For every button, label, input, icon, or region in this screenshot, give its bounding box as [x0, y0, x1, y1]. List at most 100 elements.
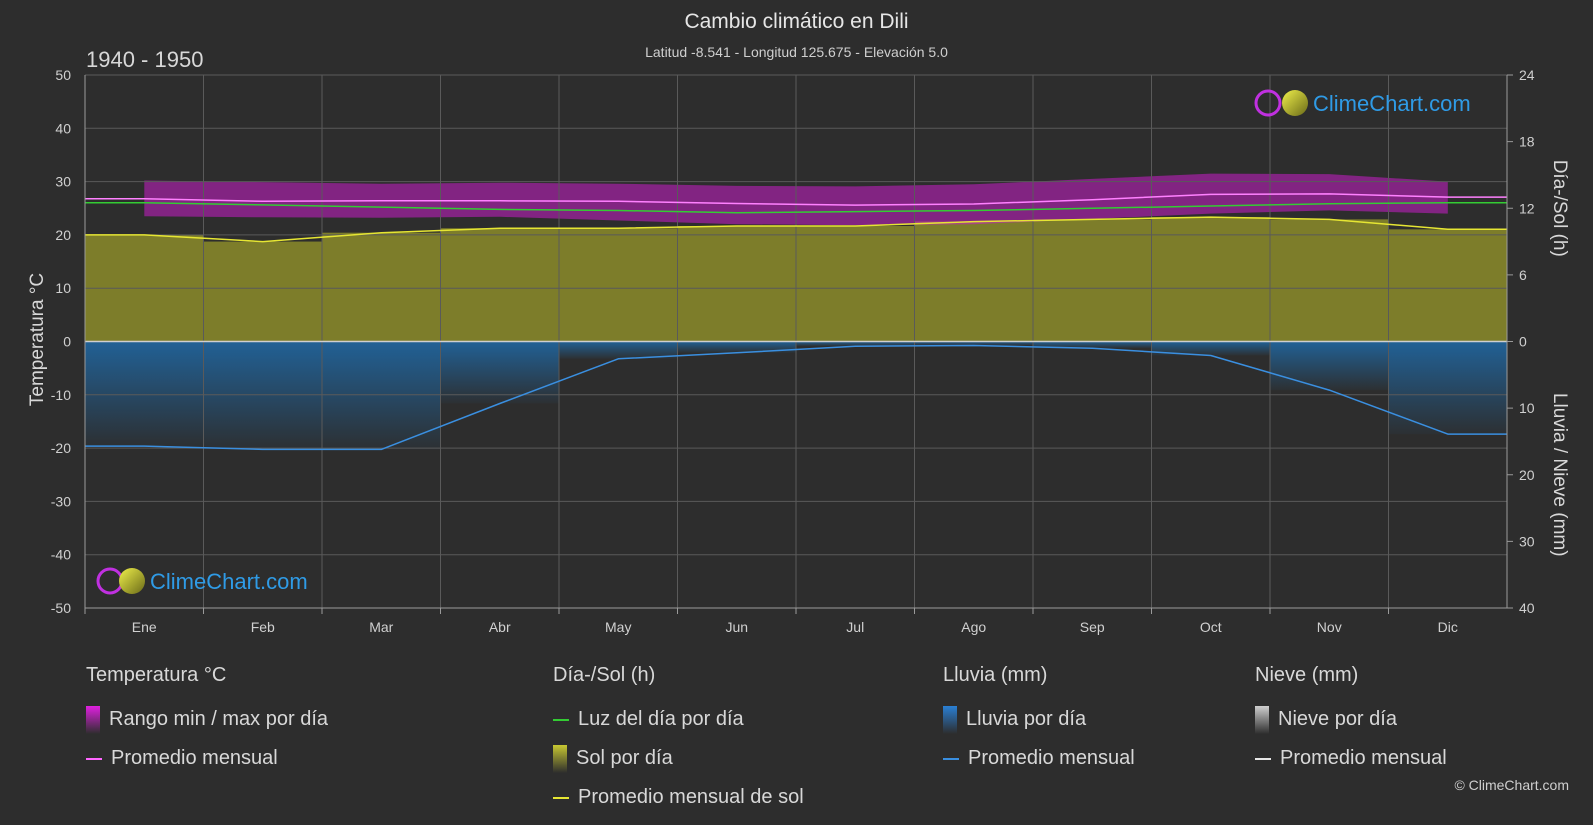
month-label: Jun [725, 619, 748, 635]
right-bottom-tick-label: 30 [1519, 533, 1535, 549]
rain-bar [440, 341, 559, 404]
legend-label: Promedio mensual de sol [578, 786, 804, 808]
sunshine-bar [559, 228, 678, 342]
sunshine-bar [322, 232, 441, 342]
left-tick-label: -10 [51, 387, 71, 403]
right-bottom-tick-label: 20 [1519, 467, 1535, 483]
month-label: Nov [1317, 619, 1342, 635]
month-label: Ago [961, 619, 986, 635]
climate-chart: 50 40 30 20 10 0 -10 -20 -30 -40 -50 24 18 12 6 0 10 20 30… [27, 67, 1570, 635]
legend-item: Sol por día [553, 739, 804, 778]
legend-group-title: Lluvia (mm) [943, 664, 1048, 686]
legend-label: Nieve por día [1278, 708, 1397, 730]
rain-bar [1388, 341, 1507, 435]
left-tick-label: -50 [51, 600, 71, 616]
right-top-tick-label: 12 [1519, 200, 1535, 216]
temperature-avg-line [85, 193, 1507, 206]
left-tick-label: -20 [51, 440, 71, 456]
logo-ring-icon [96, 567, 124, 595]
legend-label: Promedio mensual [1280, 747, 1447, 769]
legend-item: Rango min / max por día [86, 700, 328, 739]
watermark-bottom: ClimeChart.com [96, 567, 308, 595]
legend-label: Lluvia por día [966, 708, 1087, 730]
left-axis-title: Temperatura °C [27, 273, 48, 406]
sunshine-avg-line [85, 216, 1507, 243]
legend-swatch [553, 744, 567, 773]
logo-ring-icon [1254, 89, 1282, 117]
left-tick-label: 0 [63, 334, 71, 350]
legend-label: Sol por día [576, 747, 673, 769]
legend-swatch [553, 718, 569, 721]
left-tick-label: -40 [51, 547, 71, 563]
right-bottom-axis-title: Lluvia / Nieve (mm) [1549, 393, 1570, 557]
legend-swatch [1255, 757, 1271, 760]
sunshine-bar [1270, 219, 1389, 342]
sunshine-bar [914, 221, 1033, 342]
month-label: Oct [1200, 619, 1222, 635]
left-tick-label: -30 [51, 493, 71, 509]
right-top-axis-title: Día-/Sol (h) [1549, 160, 1570, 257]
rain-bar [914, 341, 1033, 346]
daylight-line [85, 201, 1507, 214]
logo-sun-icon [1282, 90, 1308, 116]
legend-item: Promedio mensual de sol [553, 778, 804, 817]
month-label: Abr [489, 619, 511, 635]
legend-group: Temperatura °C Rango min / max por día Pro… [86, 664, 328, 778]
month-label: Jul [846, 619, 864, 635]
chart-subtitle: Latitud -8.541 - Longitud 125.675 - Elev… [645, 44, 948, 60]
legend-item: Lluvia por día [943, 700, 1135, 739]
sunshine-bar [1033, 219, 1152, 342]
right-bottom-tick-label: 40 [1519, 600, 1535, 616]
rain-bar [559, 341, 678, 359]
legend-item: Promedio mensual [86, 739, 328, 778]
legend-swatch [943, 705, 957, 734]
rain-bar [1033, 341, 1152, 349]
left-tick-label: 10 [55, 280, 71, 296]
left-tick-label: 40 [55, 120, 71, 136]
legend-item: Promedio mensual [943, 739, 1135, 778]
month-label: May [605, 619, 631, 635]
month-label: Sep [1080, 619, 1105, 635]
legend-group: Lluvia (mm) Lluvia por día Promedio mensua… [943, 664, 1135, 778]
legend-swatch [553, 796, 569, 799]
sunshine-bar [440, 228, 559, 342]
legend-group-title: Nieve (mm) [1255, 664, 1359, 686]
legend-swatch [943, 757, 959, 760]
right-top-tick-label: 6 [1519, 267, 1527, 283]
sunshine-bar [677, 226, 796, 342]
rain-bar [1151, 341, 1270, 356]
sunshine-bar [1388, 229, 1507, 342]
sunshine-bar [203, 241, 322, 342]
legend-swatch [86, 705, 100, 734]
month-label: Dic [1438, 619, 1458, 635]
period-label: 1940 - 1950 [86, 47, 204, 72]
month-label: Feb [251, 619, 275, 635]
legend-group-title: Temperatura °C [86, 664, 227, 686]
legend-swatch [1255, 705, 1269, 734]
legend-swatch [86, 757, 102, 760]
month-label: Ene [132, 619, 157, 635]
sunshine-bar [796, 226, 915, 342]
left-tick-label: 50 [55, 67, 71, 83]
legend-item: Promedio mensual [1255, 739, 1447, 778]
left-tick-label: 30 [55, 174, 71, 190]
right-top-tick-label: 24 [1519, 67, 1535, 83]
legend-label: Rango min / max por día [109, 708, 328, 730]
legend-item: Nieve por día [1255, 700, 1447, 739]
right-bottom-tick-label: 10 [1519, 400, 1535, 416]
rain-bar [85, 341, 204, 447]
legend-item: Luz del día por día [553, 700, 804, 739]
legend-label: Promedio mensual [111, 747, 278, 769]
legend-group-title: Día-/Sol (h) [553, 664, 656, 686]
copyright: © ClimeChart.com [1454, 777, 1569, 793]
legend-label: Promedio mensual [968, 747, 1135, 769]
rain-avg-line [85, 344, 1507, 451]
rain-bar [677, 341, 796, 353]
legend-group: Día-/Sol (h) Luz del día por día Sol por d… [553, 664, 804, 817]
rain-bar [1270, 341, 1389, 391]
legend-group: Nieve (mm) Nieve por día Promedio mensual [1255, 664, 1447, 778]
logo-sun-icon [119, 568, 145, 594]
right-top-tick-label: 0 [1519, 334, 1527, 350]
month-label: Mar [369, 619, 393, 635]
legend-label: Luz del día por día [578, 708, 744, 730]
